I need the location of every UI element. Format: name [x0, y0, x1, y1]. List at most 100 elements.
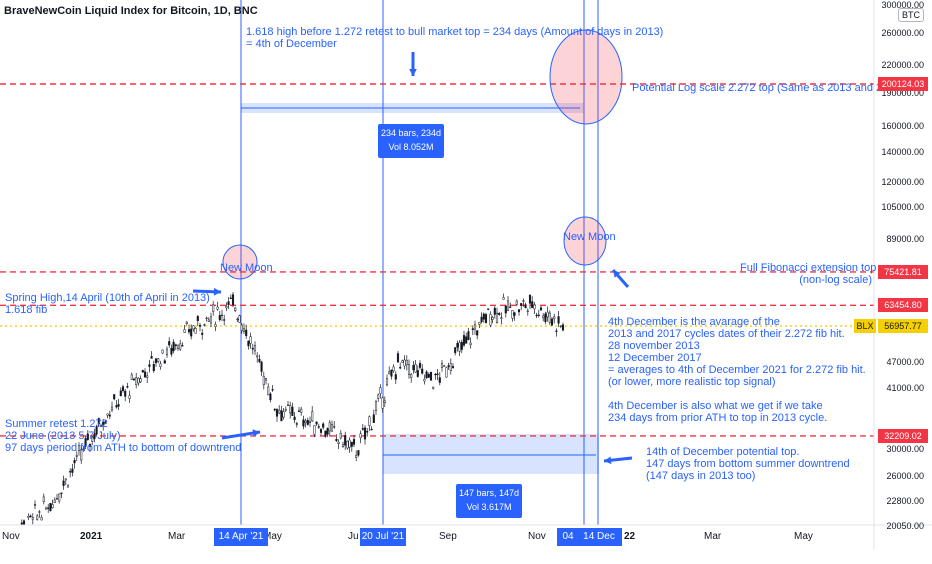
y-tick-label: 22800.00	[886, 496, 924, 507]
candle-body	[174, 344, 177, 347]
x-tick-label: Nov	[2, 531, 20, 542]
candle-body	[531, 301, 534, 309]
candle-body	[31, 517, 34, 520]
candle-body	[58, 493, 61, 502]
measure-badge-2[interactable]: 147 bars, 147d Vol 3.617M	[456, 484, 522, 518]
x-tick-label: Ju	[348, 531, 359, 542]
candle-body	[438, 377, 441, 383]
new-moon-circle-2	[563, 216, 607, 266]
candle-body	[322, 423, 325, 428]
candle-body	[385, 378, 389, 386]
candle-body	[135, 377, 138, 386]
candle-body	[392, 366, 395, 372]
candle-body	[498, 312, 501, 315]
candle-body	[132, 378, 136, 381]
candle-body	[526, 310, 529, 312]
candle-body	[491, 317, 494, 320]
candle-body	[359, 433, 362, 438]
annotation-december: 4th December is the avarage of the 2013 …	[608, 316, 866, 424]
candle-body	[75, 455, 78, 457]
candle-body	[427, 374, 430, 378]
candle-body	[278, 409, 281, 414]
candle-body	[539, 307, 543, 311]
candle-body	[434, 373, 437, 376]
currency-badge[interactable]: BTC	[898, 8, 924, 22]
measure-2-bars: 147 bars, 147d	[458, 488, 520, 498]
new-moon-circle-1	[222, 244, 258, 280]
candle-body	[458, 342, 461, 352]
price-level-tag: 75421.81	[878, 264, 928, 279]
candle-body	[220, 314, 224, 317]
measure-range-2	[383, 434, 599, 474]
vertical-marker-badge: 20 Jul '21	[360, 528, 406, 546]
candle-body	[390, 369, 393, 377]
candle-body	[163, 360, 166, 364]
candle-body	[493, 307, 496, 315]
candle-body	[403, 359, 406, 367]
candle-body	[267, 386, 270, 396]
measure-1-bars: 234 bars, 234d	[380, 128, 442, 138]
candle-body	[196, 316, 199, 321]
candle-body	[242, 328, 246, 332]
x-tick-label: Sep	[439, 531, 457, 542]
x-tick-label: 22	[624, 531, 636, 542]
new-moon-label-1: New Moon	[220, 262, 273, 274]
candle-body	[209, 316, 213, 324]
candle-body	[121, 386, 125, 391]
candle-body	[352, 439, 356, 445]
candle-body	[236, 318, 239, 321]
candle-body	[95, 426, 98, 435]
candle-body	[388, 371, 391, 375]
candle-body	[124, 390, 127, 397]
candle-body	[396, 353, 400, 363]
price-chart[interactable]	[0, 0, 932, 550]
candle-body	[416, 370, 419, 377]
candle-body	[161, 349, 164, 354]
candle-body	[179, 343, 182, 350]
candle-body	[273, 408, 276, 411]
candle-body	[190, 328, 193, 337]
candle-body	[269, 393, 272, 401]
candle-body	[223, 319, 226, 321]
candle-body	[449, 363, 452, 371]
candle-body	[291, 406, 294, 416]
annotation-log-top: Potential Log scale 2.272 top (Same as 2…	[632, 82, 905, 94]
candle-body	[533, 304, 536, 310]
candle-body	[176, 344, 180, 349]
candle-body	[170, 347, 173, 355]
candle-body	[275, 409, 279, 417]
candle-body	[341, 444, 345, 447]
candle-body	[113, 394, 116, 400]
candle-body	[328, 422, 331, 432]
y-tick-label: 105000.00	[881, 202, 924, 213]
measure-badge-1[interactable]: 234 bars, 234d Vol 8.052M	[378, 124, 444, 158]
candle-body	[49, 502, 52, 512]
candle-body	[553, 316, 556, 320]
candle-body	[168, 341, 171, 346]
candle-body	[559, 325, 562, 327]
candle-body	[150, 356, 153, 359]
chart-root: BraveNewCoin Liquid Index for Bitcoin, 1…	[0, 0, 932, 550]
candle-body	[412, 365, 415, 371]
candle-body	[256, 355, 259, 358]
candle-body	[482, 313, 485, 320]
candle-body	[66, 485, 70, 488]
candle-body	[302, 419, 305, 427]
candle-body	[203, 324, 206, 326]
candle-body	[366, 431, 369, 433]
candle-body	[300, 408, 303, 413]
candle-body	[513, 312, 516, 316]
candle-body	[249, 336, 252, 344]
candle-body	[480, 316, 483, 323]
candle-body	[80, 449, 83, 461]
candle-body	[370, 428, 373, 431]
candle-body	[476, 330, 479, 336]
x-tick-label: 2021	[80, 531, 103, 542]
candle-body	[102, 421, 105, 426]
price-level-tag: 63454.80	[878, 298, 928, 313]
y-tick-label: 89000.00	[886, 234, 924, 245]
annotation-potential-top: 14th of December potential top. 147 days…	[646, 446, 850, 482]
candle-body	[399, 367, 402, 369]
candle-body	[53, 499, 56, 503]
candle-body	[225, 306, 228, 309]
